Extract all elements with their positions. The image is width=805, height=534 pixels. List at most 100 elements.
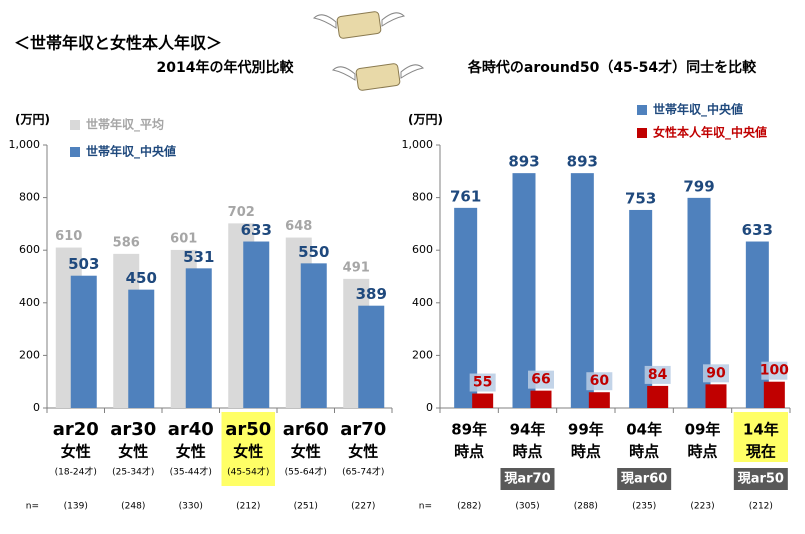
chart-title: 各時代のaround50（45-54才）同士を比較 xyxy=(467,59,757,76)
bar xyxy=(588,392,610,408)
value-label: 66 xyxy=(531,372,550,388)
x-tick-sublabel: 時点 xyxy=(454,443,484,461)
value-label-box xyxy=(528,370,554,389)
bar xyxy=(705,384,727,408)
value-label: 893 xyxy=(508,153,539,171)
legend-swatch xyxy=(70,120,80,130)
bar xyxy=(512,173,536,408)
x-tick-sublabel: 女性 xyxy=(291,443,321,461)
bar xyxy=(647,385,669,408)
tag-label: 現ar50 xyxy=(738,472,784,487)
bar xyxy=(687,197,711,408)
bar xyxy=(763,381,785,408)
bar xyxy=(185,268,212,408)
n-value: (223) xyxy=(690,502,714,512)
tag-label: 現ar70 xyxy=(504,472,550,487)
y-tick-label: 1,000 xyxy=(9,138,41,151)
decoration xyxy=(312,11,425,91)
bar xyxy=(128,289,155,408)
n-value: (288) xyxy=(574,502,598,512)
x-tick-label: 09年 xyxy=(685,421,721,439)
y-tick-label: 200 xyxy=(19,348,40,361)
x-tick-sublabel: 女性 xyxy=(348,443,378,461)
y-tick-label: 0 xyxy=(33,401,40,414)
bar xyxy=(472,393,494,408)
age-range: (55-64才) xyxy=(285,466,327,478)
n-value: (235) xyxy=(632,502,656,512)
legend-label: 世帯年収_中央値 xyxy=(653,102,743,118)
x-tick-sublabel: 時点 xyxy=(512,443,542,461)
y-tick-label: 0 xyxy=(426,401,433,414)
legend-swatch xyxy=(70,147,80,157)
bar xyxy=(358,305,385,408)
x-tick-label: ar50 xyxy=(225,419,271,440)
category-highlight xyxy=(221,412,275,486)
tag-box xyxy=(617,468,672,490)
value-label: 893 xyxy=(567,153,598,171)
value-label: 450 xyxy=(126,269,157,287)
value-label: 761 xyxy=(450,187,481,205)
y-tick-label: 600 xyxy=(412,243,433,256)
value-label: 55 xyxy=(473,375,492,391)
x-tick-label: ar60 xyxy=(283,419,329,440)
bar xyxy=(629,209,653,408)
x-tick-label: 04年 xyxy=(626,421,662,439)
age-range: (65-74才) xyxy=(342,466,384,478)
value-label: 84 xyxy=(648,367,668,383)
tag-label: 現ar60 xyxy=(621,472,667,487)
chart-title: 2014年の年代別比較 xyxy=(157,59,295,76)
n-value: (227) xyxy=(351,502,375,512)
age-range: (25-34才) xyxy=(112,466,154,478)
n-value: (330) xyxy=(179,502,203,512)
value-label: 702 xyxy=(228,205,255,220)
value-label: 753 xyxy=(625,189,656,207)
x-tick-sublabel: 女性 xyxy=(233,443,263,461)
value-label-box xyxy=(761,361,788,380)
bar xyxy=(70,275,97,408)
n-label: n= xyxy=(26,502,39,512)
value-label: 633 xyxy=(742,221,773,239)
y-tick-label: 400 xyxy=(19,296,40,309)
legend-swatch xyxy=(637,128,647,138)
value-label-box xyxy=(703,364,729,383)
bar xyxy=(454,207,478,408)
value-label: 503 xyxy=(68,255,99,273)
legend-label: 女性本人年収_中央値 xyxy=(653,125,767,141)
y-tick-label: 400 xyxy=(412,296,433,309)
value-label: 60 xyxy=(590,373,610,389)
n-value: (212) xyxy=(749,502,773,512)
value-label-box xyxy=(586,372,613,391)
value-label-box xyxy=(644,365,671,384)
x-tick-label: ar70 xyxy=(340,419,386,440)
tag-box xyxy=(733,468,788,490)
value-label: 389 xyxy=(356,285,387,303)
tag-box xyxy=(500,468,555,490)
x-tick-sublabel: 時点 xyxy=(687,443,717,461)
age-range: (18-24才) xyxy=(55,466,97,478)
age-range: (45-54才) xyxy=(227,466,269,478)
value-label: 648 xyxy=(285,219,312,234)
bar xyxy=(530,390,552,408)
value-label: 586 xyxy=(113,235,140,250)
value-label: 610 xyxy=(55,229,82,244)
value-label-box xyxy=(469,373,496,392)
value-label: 633 xyxy=(241,221,272,239)
x-tick-label: 94年 xyxy=(510,421,546,439)
y-tick-label: 800 xyxy=(412,191,433,204)
bar xyxy=(300,263,327,408)
x-tick-label: ar20 xyxy=(53,419,99,440)
value-label: 100 xyxy=(760,363,789,379)
y-tick-label: 600 xyxy=(19,243,40,256)
category-highlight xyxy=(733,412,788,462)
x-tick-label: ar30 xyxy=(110,419,156,440)
n-value: (251) xyxy=(294,502,318,512)
legend-label: 世帯年収_中央値 xyxy=(86,144,176,160)
x-tick-sublabel: 時点 xyxy=(571,443,601,461)
value-label: 90 xyxy=(706,365,726,381)
value-label: 531 xyxy=(183,248,214,266)
age-range: (35-44才) xyxy=(170,466,212,478)
y-tick-label: 200 xyxy=(412,348,433,361)
n-value: (305) xyxy=(515,502,539,512)
x-tick-sublabel: 女性 xyxy=(61,443,91,461)
